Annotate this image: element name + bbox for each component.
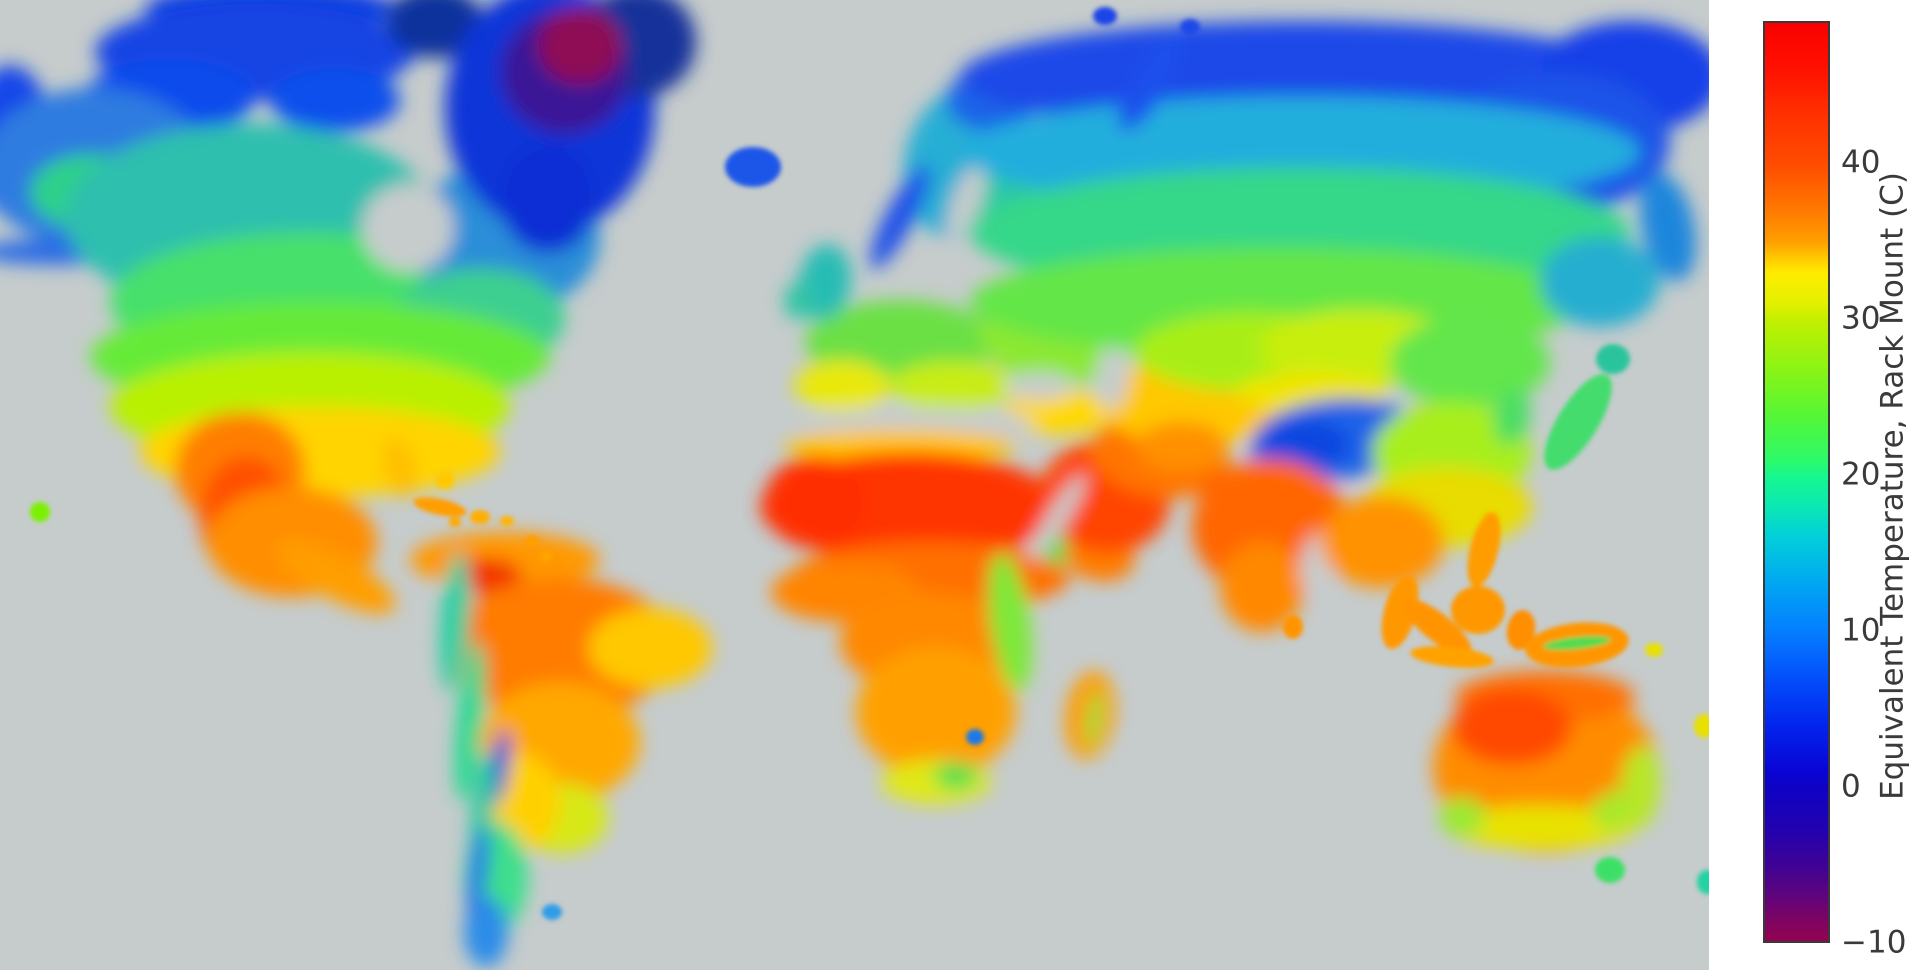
colorbar-tick-0: 0 [1841, 768, 1861, 805]
region-northeast-china [1390, 317, 1550, 407]
region-borneo [1451, 586, 1505, 634]
region-brazil-east [588, 608, 712, 688]
colorbar-gradient [1763, 21, 1830, 943]
region-greenland-ice-core [538, 8, 622, 84]
region-australia-south-coast [1445, 805, 1635, 849]
region-india-south [1220, 542, 1304, 632]
colorbar-tick-40: 40 [1841, 144, 1881, 181]
region-australia-southeast [1592, 792, 1632, 832]
region-baltic-sea-gap [947, 164, 985, 240]
region-italy-balkans [890, 361, 1014, 411]
region-andes-north [440, 552, 470, 692]
region-andes-far-south [467, 827, 489, 917]
region-iceland [725, 147, 781, 187]
region-franz-josef [1180, 19, 1200, 35]
region-africa-mediterranean-coast [785, 430, 1015, 462]
region-karakum-desert [1136, 422, 1228, 472]
region-cuba [413, 497, 467, 517]
colorbar-tick-20: 20 [1841, 456, 1881, 493]
region-falkland-islands [542, 904, 562, 920]
region-tasmania [1595, 857, 1625, 883]
region-caspian-sea-gap [1096, 338, 1130, 410]
region-florida [383, 438, 417, 498]
region-lesser-antilles-south [540, 550, 552, 562]
region-new-guinea-highlands [1543, 636, 1611, 650]
region-ireland [784, 282, 814, 320]
region-sumatra [1402, 598, 1472, 656]
region-indochina [1320, 496, 1444, 588]
region-baffin-island [270, 68, 400, 132]
region-andes-cold-segment [489, 729, 511, 805]
region-java [1410, 646, 1494, 668]
region-ellesmere-island [387, 0, 483, 58]
region-red-sea-gap [1030, 474, 1086, 560]
region-madagascar-highlands [1085, 689, 1103, 749]
region-sahara-west [764, 456, 868, 548]
region-bahamas [436, 471, 454, 489]
region-east-africa-highlands [987, 552, 1033, 692]
region-central-america [276, 540, 396, 614]
region-philippines [1467, 512, 1501, 588]
land-temperature-fields [0, 0, 1709, 967]
region-drakensberg [934, 762, 978, 790]
region-new-zealand-south [1697, 870, 1709, 894]
region-hokkaido [1596, 344, 1630, 374]
colorbar-tick--10: −10 [1841, 924, 1907, 961]
map-area [0, 0, 1709, 970]
region-hispaniola [470, 510, 490, 524]
region-australia-southwest [1439, 797, 1485, 837]
region-korea [1493, 389, 1531, 445]
region-kamchatka [1640, 172, 1696, 282]
region-mediterranean-gap [795, 408, 1035, 434]
region-australia-interior [1452, 689, 1572, 765]
region-new-caledonia [1645, 643, 1663, 657]
region-sulawesi [1506, 610, 1536, 650]
region-iberia [794, 360, 890, 412]
colorbar-tick-10: 10 [1841, 612, 1881, 649]
world-map-svg [0, 0, 1709, 970]
region-sri-lanka [1283, 615, 1303, 639]
region-hawaii [30, 502, 50, 522]
region-okhotsk-coast [1540, 237, 1660, 327]
region-lesser-antilles-north [525, 535, 539, 547]
region-jamaica [449, 517, 461, 527]
colorbar-tick-30: 30 [1841, 300, 1881, 337]
region-puerto-rico [500, 516, 514, 526]
region-norway-coast [870, 165, 930, 269]
region-svalbard [1093, 7, 1117, 25]
region-japan [1544, 374, 1612, 470]
region-kerguelen [966, 729, 984, 745]
region-new-zealand-north [1694, 714, 1709, 738]
region-andes-central [454, 642, 486, 802]
region-greenland-south [500, 143, 596, 253]
region-black-sea-gap [1006, 372, 1074, 400]
region-amazon-basin [445, 578, 675, 718]
region-tibet-cold-core [1260, 419, 1350, 469]
region-malay-peninsula [1381, 575, 1419, 649]
region-novaya-zemlya [1118, 33, 1182, 131]
island-temperature-dots [30, 7, 1709, 920]
colorbar-axis-label: Equivalent Temperature, Rack Mount (C) [1874, 172, 1911, 800]
region-hudson-bay-gap [362, 184, 454, 272]
region-southern-africa [856, 647, 1016, 777]
